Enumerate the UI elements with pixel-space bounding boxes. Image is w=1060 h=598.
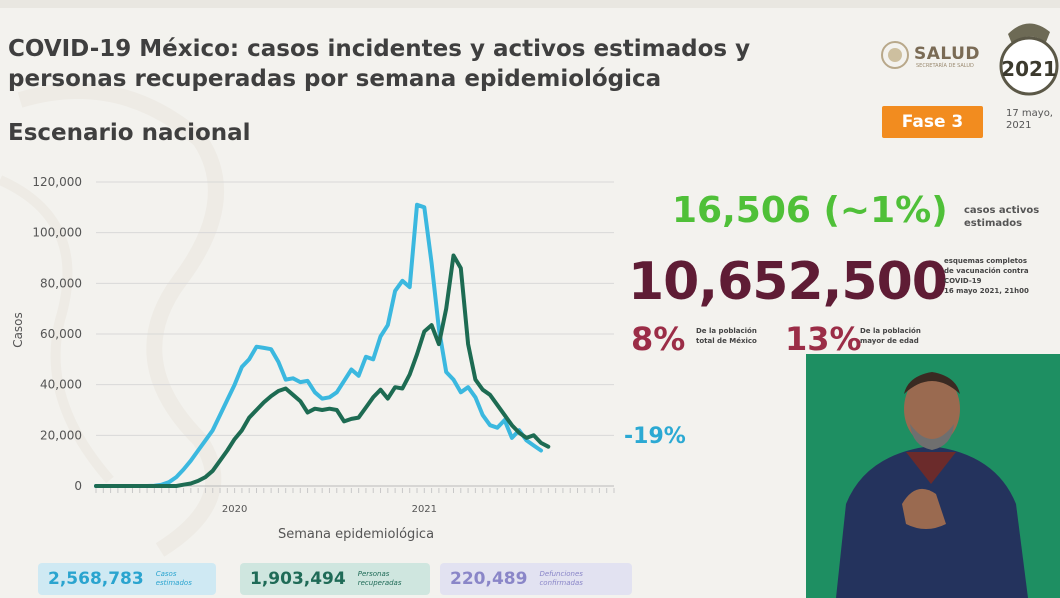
active-cases-label: casos activos estimados xyxy=(964,204,1039,230)
y-tick-label: 100,000 xyxy=(32,226,82,240)
logo-2021-text: 2021 xyxy=(1001,57,1057,81)
recovered-label-line-1: Personas xyxy=(357,570,390,578)
deaths-label-line-2: confirmadas xyxy=(539,579,583,587)
vaccination-label-line-2: de vacunación contra xyxy=(944,267,1029,275)
vaccination-label-line-3: COVID-19 xyxy=(944,277,982,285)
estimated-cases-label-line-2: estimados xyxy=(155,579,192,587)
title-line-1: COVID-19 México: casos incidentes y acti… xyxy=(8,36,751,62)
y-tick-label: 40,000 xyxy=(40,378,82,392)
salud-logo-subtext: SECRETARÍA DE SALUD xyxy=(916,63,974,69)
y-axis-label: Casos xyxy=(11,312,25,348)
pct-total-label: De la población total de México xyxy=(696,326,757,346)
active-cases-label-line-1: casos activos xyxy=(964,205,1040,216)
x-axis-ticks: 2020 2021 xyxy=(95,488,615,515)
y-tick-label: 120,000 xyxy=(32,175,82,189)
chart-series xyxy=(94,202,551,488)
pct-adult-label-line-2: mayor de edad xyxy=(860,337,919,345)
page-subtitle: Escenario nacional xyxy=(8,120,251,146)
x-year-label: 2021 xyxy=(412,504,437,515)
deaths-label: Defunciones confirmadas xyxy=(539,570,583,588)
recovered-value: 1,903,494 xyxy=(250,569,346,589)
estimated-cases-value: 2,568,783 xyxy=(48,569,144,589)
deaths-value: 220,489 xyxy=(450,569,528,589)
pct-total-population: 8% xyxy=(631,320,686,358)
active-cases-value: 16,506 (~1%) xyxy=(672,190,948,231)
vaccination-label-line-4: 16 mayo 2021, 21h00 xyxy=(944,287,1029,295)
salud-logo-text: SALUD xyxy=(914,44,981,64)
recovered-label: Personas recuperadas xyxy=(358,570,402,588)
pct-total-label-line-2: total de México xyxy=(696,337,757,345)
series-line-estimated-cases xyxy=(94,202,543,488)
estimated-cases-label: Casos estimados xyxy=(156,570,192,588)
y-tick-label: 20,000 xyxy=(40,428,82,442)
cases-line-chart: 020,00040,00060,00080,000100,000120,000 … xyxy=(11,175,615,542)
y-tick-label: 80,000 xyxy=(40,276,82,290)
mexico-seal-icon xyxy=(881,41,909,69)
deaths-badge: 220,489 Defunciones confirmadas xyxy=(440,563,632,595)
top-strip xyxy=(0,0,1060,8)
page-title: COVID-19 México: casos incidentes y acti… xyxy=(8,34,868,94)
y-axis-ticks: 0 20,000 40,000 60,000 80,000 100,000 120,000 xyxy=(32,175,82,493)
estimated-cases-label-line-1: Casos xyxy=(155,570,177,578)
recovered-badge: 1,903,494 Personas recuperadas xyxy=(240,563,430,595)
pct-adult-label: De la población mayor de edad xyxy=(860,326,921,346)
interpreter-figure-icon xyxy=(836,372,1028,598)
series-line-active-cases xyxy=(94,253,551,488)
pct-adult-population: 13% xyxy=(785,320,862,358)
vaccination-label: esquemas completos de vacunación contra … xyxy=(944,256,1029,296)
active-cases-label-line-2: estimados xyxy=(964,218,1023,229)
pct-adult-label-line-1: De la población xyxy=(860,327,921,335)
y-tick-label: 0 xyxy=(74,479,82,493)
phase-badge: Fase 3 xyxy=(882,106,983,138)
recovered-label-line-2: recuperadas xyxy=(357,579,402,587)
vaccination-total-value: 10,652,500 xyxy=(628,252,948,312)
deaths-label-line-1: Defunciones xyxy=(539,570,583,578)
title-line-2: personas recuperadas por semana epidemio… xyxy=(8,66,662,92)
pct-total-label-line-1: De la población xyxy=(696,327,757,335)
sign-language-interpreter-video xyxy=(806,354,1060,598)
x-year-label: 2020 xyxy=(222,504,247,515)
report-date: 17 mayo, 2021 xyxy=(1006,108,1053,132)
weekly-change-annotation: -19% xyxy=(624,424,686,449)
report-date-line-1: 17 mayo, xyxy=(1006,108,1053,119)
logo-2021-icon: 2021 xyxy=(999,23,1059,96)
x-axis-label: Semana epidemiológica xyxy=(278,527,434,542)
estimated-cases-badge: 2,568,783 Casos estimados xyxy=(38,563,216,595)
report-date-line-2: 2021 xyxy=(1006,120,1032,131)
y-tick-label: 60,000 xyxy=(40,327,82,341)
salud-logo: SALUD SECRETARÍA DE SALUD xyxy=(878,38,988,72)
vaccination-label-line-1: esquemas completos xyxy=(944,257,1028,265)
